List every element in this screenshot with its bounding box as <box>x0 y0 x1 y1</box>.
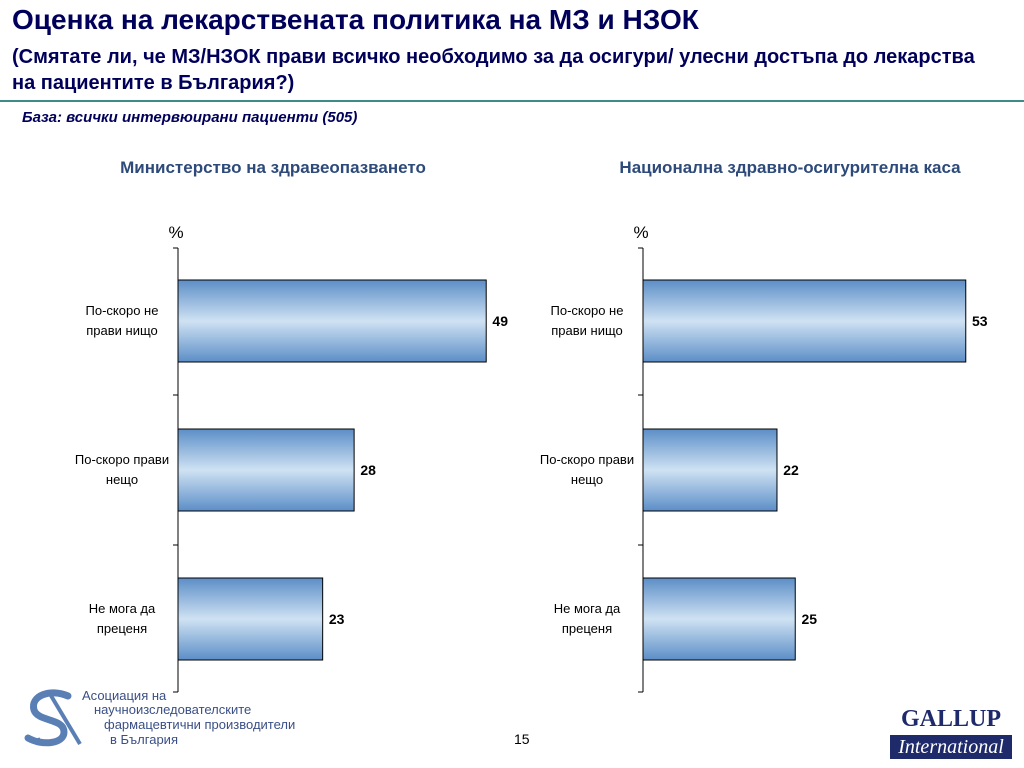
category-label: По-скоро прави <box>75 452 169 467</box>
association-line-1: Асоциация на <box>82 688 167 703</box>
association-line-3: фармацевтични производители <box>104 717 296 732</box>
category-label: нещо <box>106 472 138 487</box>
data-label: 22 <box>783 462 799 478</box>
category-label: нещо <box>571 472 603 487</box>
chart-title-mz: Министерство на здравеопазването <box>120 158 426 177</box>
chart-title-nzok: Национална здравно-осигурителна каса <box>619 158 961 177</box>
bar <box>642 428 778 512</box>
data-label: 25 <box>801 611 817 627</box>
association-line-2: научноизследователските <box>94 702 252 717</box>
category-label: прави нищо <box>86 323 158 338</box>
gallup-logo-bottom: International <box>890 735 1012 759</box>
base-note: База: всички интервюирани пациенти (505) <box>22 109 358 126</box>
chart-nzok: % 53 По-скоро не прави нищо 22 По-скоро прави… <box>540 223 988 693</box>
category-label: По-скоро не <box>551 303 624 318</box>
data-label: 49 <box>492 313 508 329</box>
chart-mz: % 49 По-скоро не прави нищо 28 По-скоро прави… <box>75 223 508 693</box>
data-label: 53 <box>972 313 988 329</box>
category-label: По-скоро прави <box>540 452 634 467</box>
association-logo: Асоциация на научноизследователските фар… <box>20 688 320 748</box>
unit-label: % <box>168 223 183 242</box>
bar <box>642 577 796 661</box>
data-label: 23 <box>329 611 345 627</box>
gallup-logo: GALLUP International <box>890 706 1012 759</box>
category-label: прави нищо <box>551 323 623 338</box>
bar <box>177 428 355 512</box>
category-label: По-скоро не <box>86 303 159 318</box>
slide-subtitle: (Смятате ли, че МЗ/НЗОК прави всичко нео… <box>12 46 975 94</box>
unit-label: % <box>633 223 648 242</box>
category-label: преценя <box>97 621 147 636</box>
association-line-4: в България <box>110 732 178 747</box>
slide-title: Оценка на лекарствената политика на МЗ и… <box>12 4 699 35</box>
bar <box>642 279 967 363</box>
bar <box>177 577 324 661</box>
page-number: 15 <box>514 731 530 747</box>
category-label: преценя <box>562 621 612 636</box>
bar <box>177 279 487 363</box>
association-emblem-icon <box>24 689 82 747</box>
data-label: 28 <box>360 462 376 478</box>
gallup-logo-top: GALLUP <box>900 706 1001 732</box>
category-label: Не мога да <box>554 601 621 616</box>
category-label: Не мога да <box>89 601 156 616</box>
title-divider <box>0 100 1024 102</box>
